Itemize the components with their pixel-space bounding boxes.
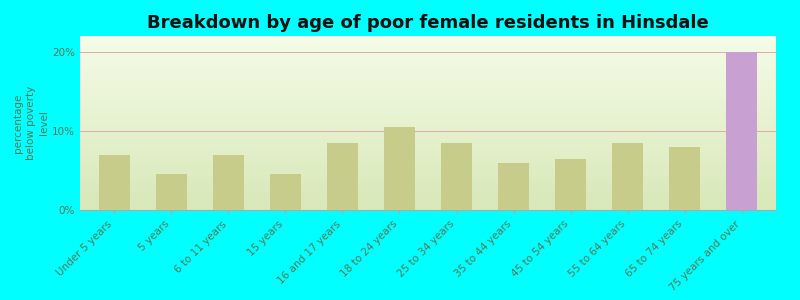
Y-axis label: percentage
below poverty
level: percentage below poverty level [13, 86, 50, 160]
Bar [726, 52, 758, 210]
Bar [726, 127, 758, 210]
Bar [612, 143, 643, 210]
Bar [213, 154, 244, 210]
Bar [98, 154, 130, 210]
Bar [498, 163, 530, 210]
Bar [384, 127, 415, 210]
Bar [441, 143, 472, 210]
Bar [555, 159, 586, 210]
Title: Breakdown by age of poor female residents in Hinsdale: Breakdown by age of poor female resident… [147, 14, 709, 32]
Bar [326, 143, 358, 210]
Bar [669, 147, 701, 210]
Bar [270, 174, 301, 210]
Bar [155, 174, 187, 210]
